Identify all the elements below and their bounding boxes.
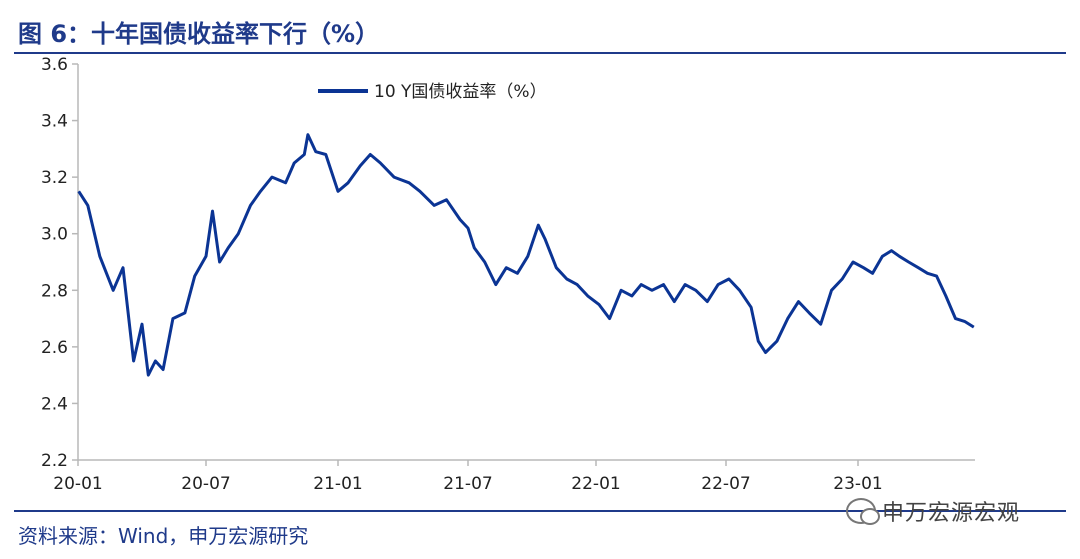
watermark: 申万宏源宏观: [846, 495, 1020, 527]
y-tick-label: 2.2: [41, 451, 68, 471]
series-line-10y-yield: [77, 133, 975, 377]
x-ticks: 20-01 20-07 21-01 21-07 22-01 22-07 23-01: [53, 460, 883, 494]
y-tick-label: 2.4: [41, 394, 68, 414]
y-ticks: 3.6 3.4 3.2 3.0 2.8 2.6 2.4 2.2: [41, 55, 78, 471]
x-tick-label: 23-01: [833, 474, 882, 494]
x-tick-label: 22-01: [571, 474, 620, 494]
y-tick-label: 3.4: [41, 112, 68, 132]
x-tick-label: 20-07: [181, 474, 230, 494]
legend-label: 10 Y国债收益率（%）: [374, 82, 547, 102]
x-tick-label: 20-01: [53, 474, 102, 494]
footer-rule: [14, 510, 1066, 512]
y-tick-label: 3.0: [41, 225, 68, 245]
x-tick-label: 22-07: [701, 474, 750, 494]
y-tick-label: 3.2: [41, 168, 68, 188]
y-tick-label: 2.6: [41, 338, 68, 358]
x-tick-label: 21-07: [443, 474, 492, 494]
watermark-text: 申万宏源宏观: [882, 501, 1021, 526]
y-tick-label: 2.8: [41, 281, 68, 301]
chart-title: 图 6：十年国债收益率下行（%）: [18, 20, 380, 48]
y-tick-label: 3.6: [41, 55, 68, 75]
wechat-icon: [846, 498, 880, 525]
source-note: 资料来源：Wind，申万宏源研究: [18, 524, 309, 548]
x-tick-label: 21-01: [313, 474, 362, 494]
legend: 10 Y国债收益率（%）: [318, 82, 547, 102]
header-rule: [14, 52, 1066, 54]
